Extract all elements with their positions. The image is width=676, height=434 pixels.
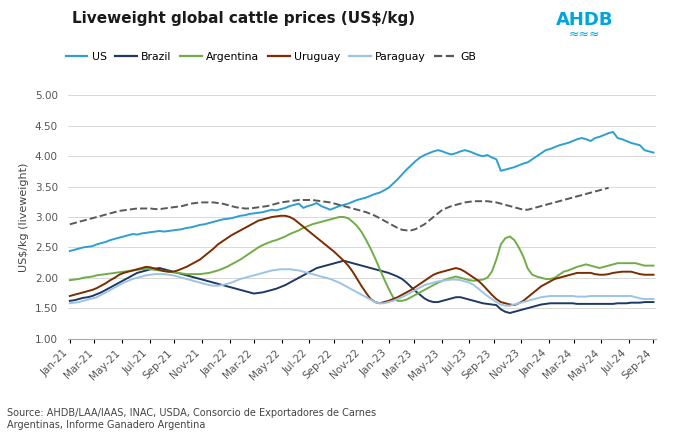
Paraguay — [276, 266, 285, 272]
GB — [429, 214, 437, 220]
Line: GB: GB — [70, 188, 608, 230]
Brazil — [66, 298, 74, 303]
Line: Uruguay: Uruguay — [70, 216, 654, 305]
Brazil — [650, 299, 658, 305]
Uruguay — [299, 224, 308, 229]
Argentina — [366, 246, 375, 251]
GB — [519, 207, 527, 212]
Paraguay — [286, 266, 294, 272]
GB — [66, 222, 74, 227]
Uruguay — [286, 214, 294, 220]
US — [609, 129, 617, 135]
Argentina — [393, 298, 402, 303]
Uruguay — [250, 220, 258, 226]
Brazil — [295, 275, 303, 280]
Paraguay — [299, 269, 308, 274]
US — [89, 243, 97, 249]
Text: AHDB: AHDB — [556, 11, 614, 29]
Paraguay — [519, 299, 527, 305]
Line: Paraguay: Paraguay — [70, 269, 654, 306]
Line: Brazil: Brazil — [70, 261, 654, 313]
Uruguay — [510, 302, 518, 308]
GB — [169, 205, 177, 210]
US — [519, 161, 527, 166]
Brazil — [250, 291, 258, 296]
Uruguay — [120, 270, 128, 276]
Legend: US, Brazil, Argentina, Uruguay, Paraguay, GB: US, Brazil, Argentina, Uruguay, Paraguay… — [62, 47, 481, 66]
Argentina — [650, 263, 658, 268]
Text: ≈≈≈: ≈≈≈ — [569, 28, 600, 41]
Argentina — [519, 254, 527, 259]
GB — [89, 216, 97, 221]
Brazil — [366, 266, 375, 271]
US — [169, 228, 177, 233]
Uruguay — [66, 293, 74, 299]
Text: Source: AHDB/LAA/IAAS, INAC, USDA, Consorcio de Exportadores de Carnes
Argentina: Source: AHDB/LAA/IAAS, INAC, USDA, Conso… — [7, 408, 376, 430]
GB — [497, 201, 505, 206]
Brazil — [519, 307, 527, 312]
Uruguay — [366, 296, 375, 302]
Uruguay — [519, 298, 527, 303]
Argentina — [281, 234, 289, 239]
Paraguay — [250, 273, 258, 278]
Argentina — [250, 248, 258, 253]
US — [398, 172, 406, 177]
Text: Liveweight global cattle prices (US$/kg): Liveweight global cattle prices (US$/kg) — [72, 11, 415, 26]
Argentina — [295, 228, 303, 233]
Argentina — [66, 278, 74, 283]
Paraguay — [502, 303, 510, 308]
US — [497, 168, 505, 174]
Brazil — [281, 283, 289, 288]
Y-axis label: US$/kg (liveweight): US$/kg (liveweight) — [19, 162, 29, 272]
Paraguay — [650, 296, 658, 302]
GB — [398, 227, 406, 232]
Brazil — [339, 258, 347, 263]
Line: US: US — [70, 132, 654, 251]
Argentina — [120, 269, 128, 274]
US — [650, 150, 658, 155]
Paraguay — [366, 297, 375, 302]
Paraguay — [66, 301, 74, 306]
US — [429, 149, 437, 154]
Line: Argentina: Argentina — [70, 217, 654, 301]
Uruguay — [650, 272, 658, 277]
US — [66, 248, 74, 253]
Brazil — [506, 310, 514, 316]
Brazil — [120, 278, 128, 283]
Paraguay — [120, 280, 128, 285]
Argentina — [335, 214, 343, 220]
Uruguay — [276, 213, 285, 218]
